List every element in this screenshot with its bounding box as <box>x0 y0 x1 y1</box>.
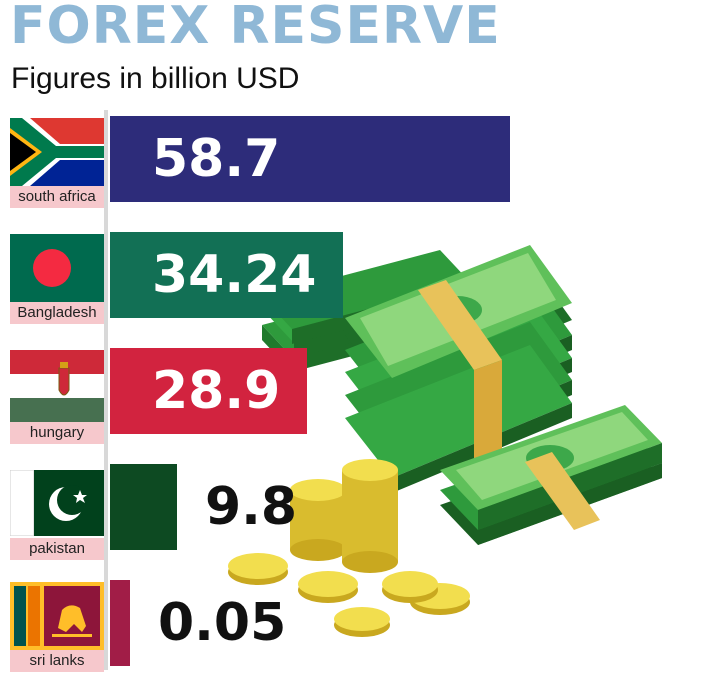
bar-south-africa: 58.7 <box>110 116 510 202</box>
bar-pakistan: 9.8 <box>110 464 297 550</box>
hungary-flag-icon <box>10 350 104 422</box>
bangladesh-flag-icon <box>10 234 104 302</box>
value-label-pakistan: 9.8 <box>205 477 298 537</box>
country-label-south-africa: south africa <box>10 186 104 208</box>
coins <box>228 459 470 637</box>
value-label-bangladesh: 34.24 <box>152 245 317 305</box>
value-label-south-africa: 58.7 <box>152 129 281 189</box>
sri-lanka-flag-icon <box>10 582 104 650</box>
value-label-hungary: 28.9 <box>152 361 281 421</box>
banknote-stack-main <box>345 245 572 493</box>
bar-sri-lanka: 0.05 <box>110 580 286 666</box>
south-africa-flag-icon <box>10 118 104 186</box>
chart-subtitle: Figures in billion USD <box>11 62 300 95</box>
bar-hungary: 28.9 <box>110 348 307 434</box>
bar-bangladesh: 34.24 <box>110 232 343 318</box>
value-label-sri-lanka: 0.05 <box>158 593 287 653</box>
country-label-sri-lanka: sri lanks <box>10 650 104 672</box>
country-label-hungary: hungary <box>10 422 104 444</box>
country-label-pakistan: pakistan <box>10 538 104 560</box>
pakistan-flag-icon <box>10 470 104 536</box>
banknote-stack-front <box>440 405 662 545</box>
chart-title: FOREX RESERVE <box>10 0 501 56</box>
axis-line <box>104 110 108 670</box>
country-label-bangladesh: Bangladesh <box>10 302 104 324</box>
